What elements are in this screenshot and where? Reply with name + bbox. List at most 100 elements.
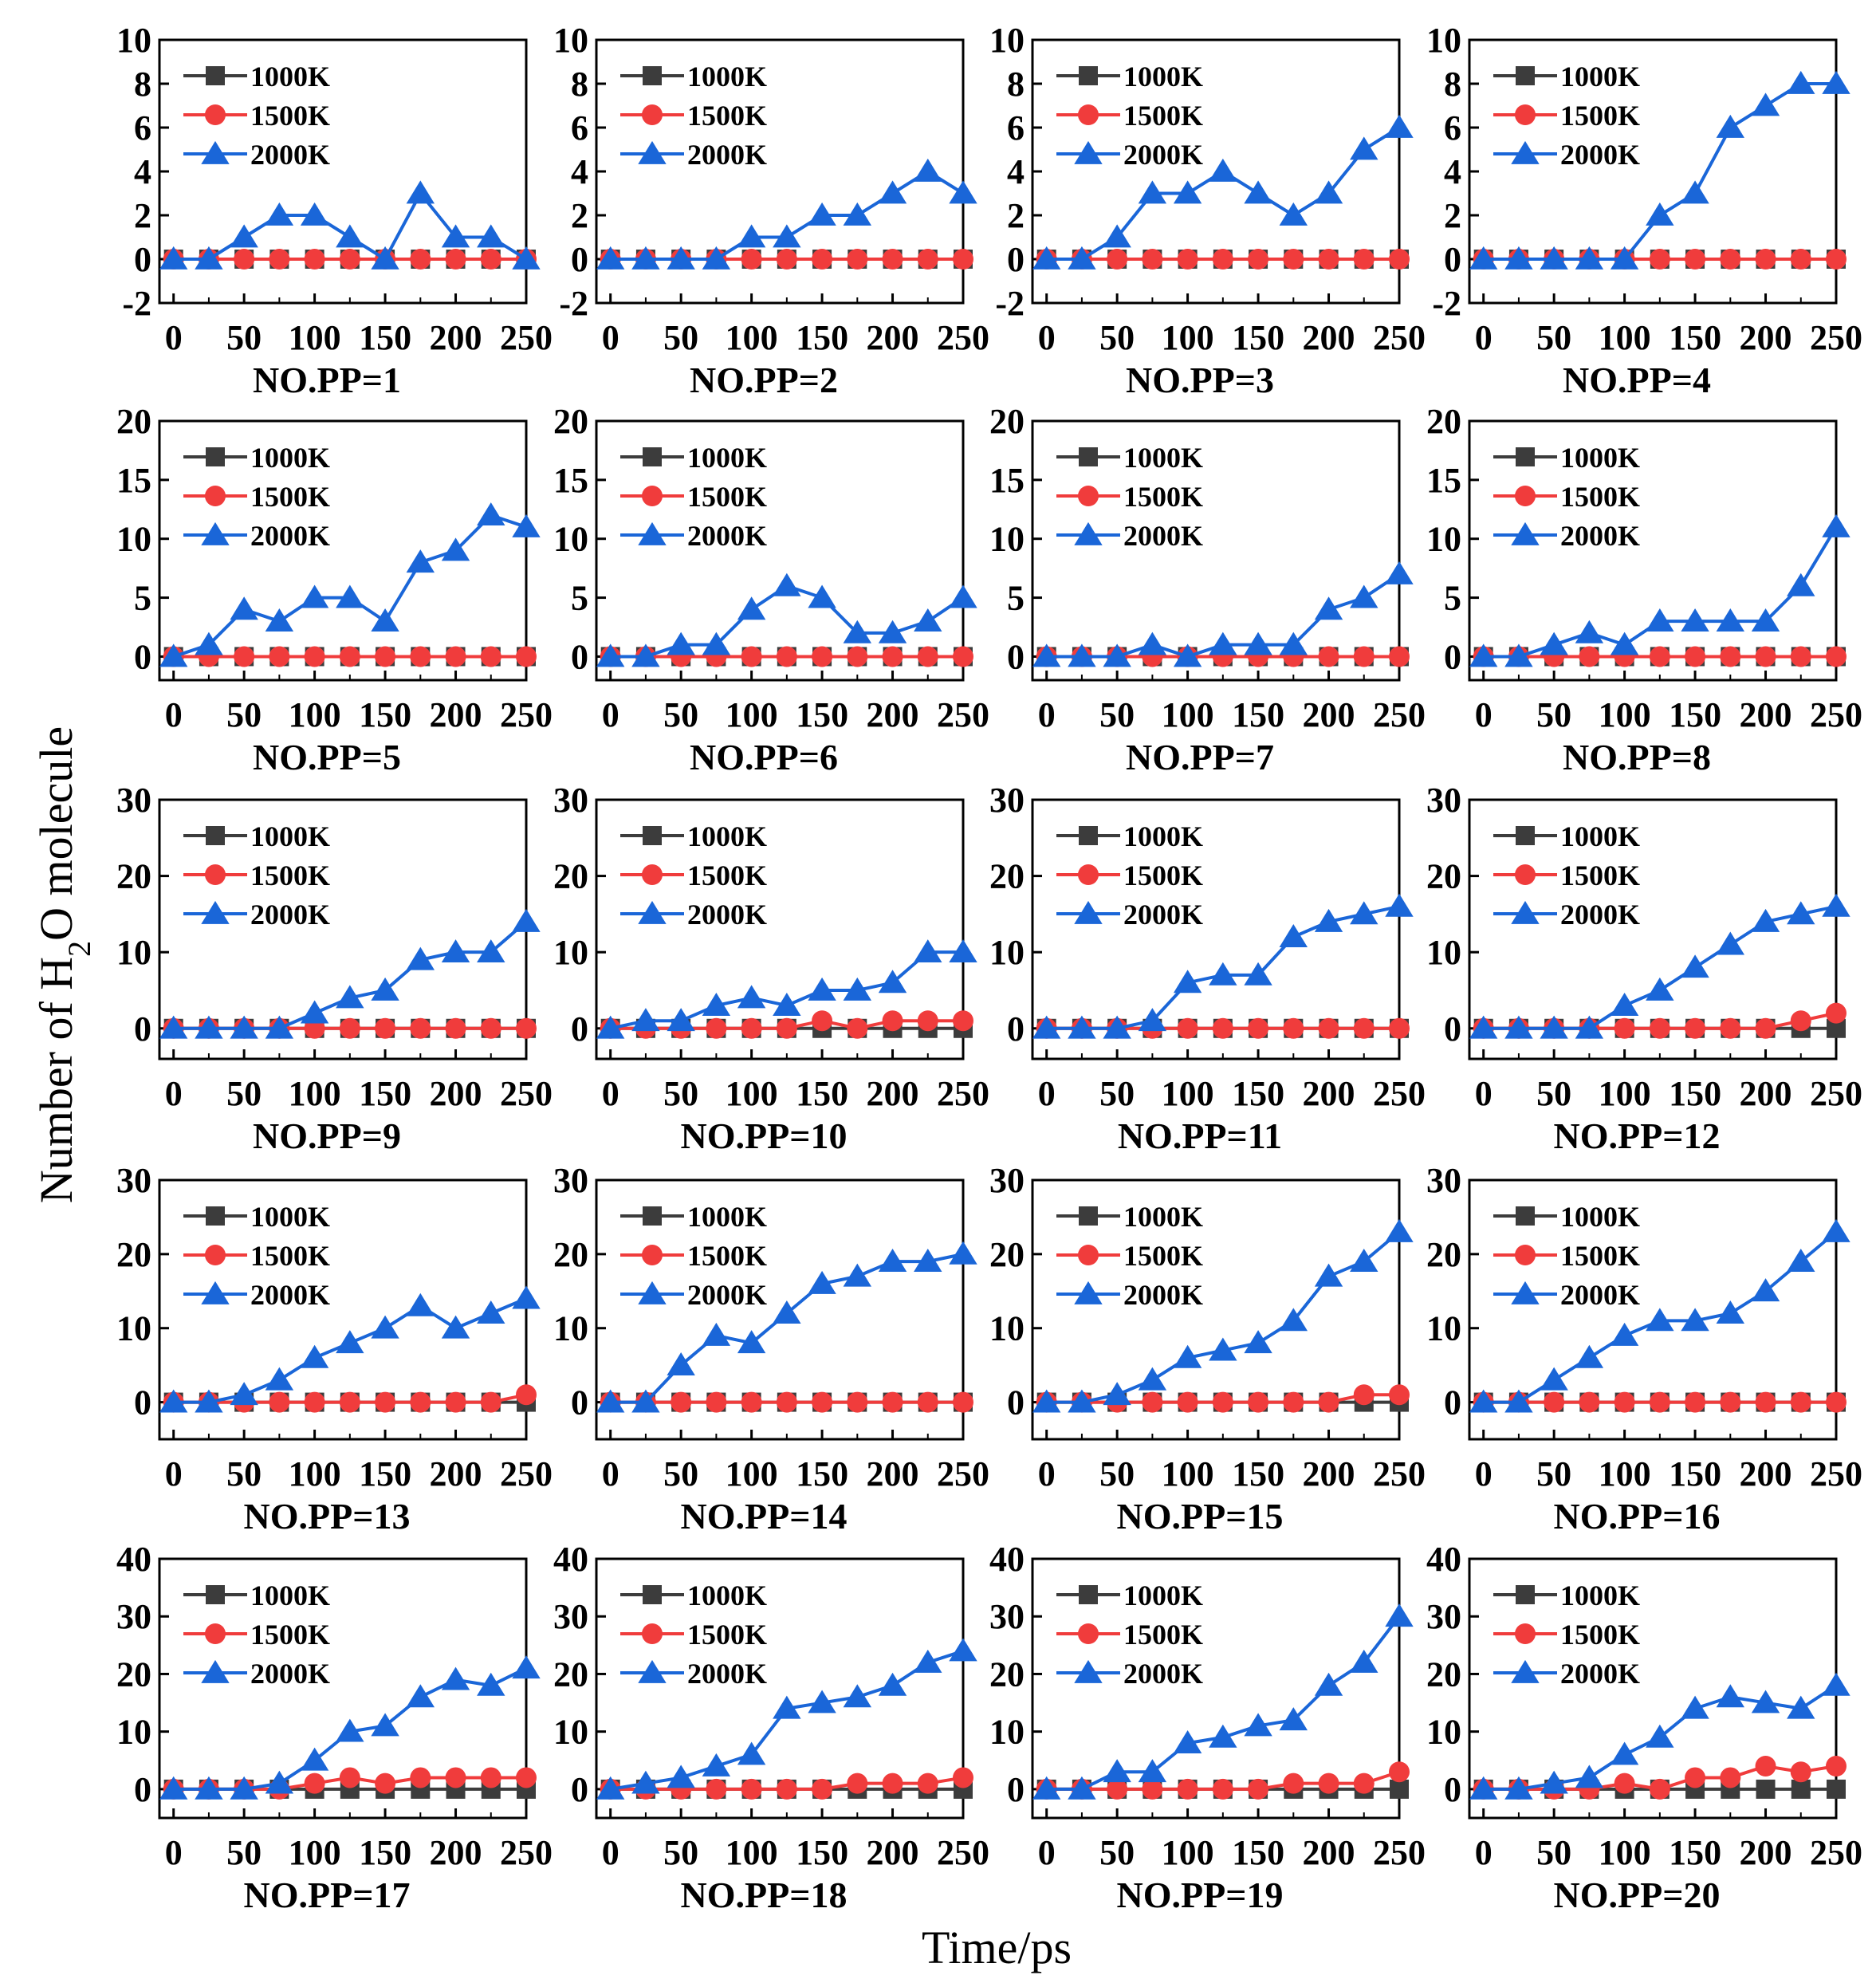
data-point-1500K <box>480 646 501 667</box>
data-point-2000K <box>1504 1389 1533 1413</box>
y-tick-label: 0 <box>1007 240 1025 279</box>
legend-marker-1500K <box>642 104 663 125</box>
data-point-1500K <box>1283 1773 1304 1794</box>
data-point-1500K <box>516 1017 537 1039</box>
data-point-2000K <box>1173 1730 1202 1753</box>
legend-label-2000K: 2000K <box>687 1279 767 1311</box>
x-tick-label: 0 <box>165 695 183 734</box>
x-tick-label: 150 <box>359 1833 411 1872</box>
data-point-2000K <box>1173 1344 1202 1368</box>
x-tick-label: 0 <box>165 1454 183 1493</box>
y-tick-label: 10 <box>989 933 1025 972</box>
legend-marker-1000K <box>643 1585 662 1604</box>
data-point-1500K <box>1579 646 1600 667</box>
x-tick-label: 100 <box>726 1454 778 1493</box>
data-point-2000K <box>843 1684 872 1708</box>
legend-marker-1500K <box>205 1623 226 1644</box>
data-point-1500K <box>410 1767 431 1788</box>
data-point-1500K <box>410 249 431 270</box>
panel-title: NO.PP=20 <box>1554 1875 1721 1915</box>
legend: 1000K 1500K 2000K <box>1056 61 1203 171</box>
data-point-2000K <box>773 224 801 248</box>
legend-label-1000K: 1000K <box>1123 1201 1203 1233</box>
legend-label-1000K: 1000K <box>250 820 330 852</box>
legend: 1000K 1500K 2000K <box>620 61 767 171</box>
legend-label-1500K: 1500K <box>1560 1240 1640 1272</box>
data-point-1500K <box>480 1767 501 1788</box>
data-point-2000K <box>265 1367 294 1391</box>
legend-label-2000K: 2000K <box>250 139 330 171</box>
data-point-1000K <box>1390 1779 1409 1799</box>
series-2000K <box>1032 114 1414 270</box>
x-tick-label: 50 <box>1536 318 1571 357</box>
panel-11: 0 10 20 30 0 50 100 150 200 250 1000K 1500K 2000K NO.… <box>989 781 1426 1156</box>
data-point-2000K <box>596 643 625 667</box>
data-point-1500K <box>1685 249 1706 270</box>
data-point-2000K <box>773 1695 801 1719</box>
data-point-2000K <box>1681 954 1709 978</box>
data-point-2000K <box>1646 1724 1674 1748</box>
legend-marker-1500K <box>1078 1623 1099 1644</box>
x-tick-label: 200 <box>867 695 919 734</box>
legend-label-2000K: 2000K <box>1123 1658 1203 1690</box>
legend: 1000K 1500K 2000K <box>1493 820 1640 931</box>
y-tick-label: 20 <box>989 1655 1025 1694</box>
x-tick-label: 0 <box>602 1074 619 1113</box>
y-tick-label: 40 <box>989 1540 1025 1579</box>
data-point-1500K <box>1720 249 1741 270</box>
y-tick-label: 30 <box>553 1161 588 1200</box>
data-point-1500K <box>1790 1010 1811 1032</box>
plot-frame <box>595 798 965 1060</box>
legend-marker-1500K <box>642 864 663 885</box>
legend-label-1000K: 1000K <box>1123 61 1203 92</box>
data-point-2000K <box>737 1741 766 1765</box>
y-tick-label: 10 <box>989 1309 1025 1348</box>
data-point-2000K <box>1314 596 1343 620</box>
data-point-2000K <box>843 202 872 226</box>
data-point-1500K <box>882 646 903 667</box>
data-point-2000K <box>300 202 329 226</box>
panel-title: NO.PP=4 <box>1563 360 1711 400</box>
x-tick-label: 50 <box>1099 1454 1135 1493</box>
x-tick-label: 50 <box>663 1454 698 1493</box>
y-tick-label: 0 <box>571 1770 588 1809</box>
data-point-1500K <box>1790 646 1811 667</box>
data-point-1500K <box>776 1778 797 1800</box>
legend-marker-1000K <box>1516 826 1535 845</box>
series-1500K <box>1473 1391 1847 1413</box>
data-point-2000K <box>1103 224 1131 248</box>
legend-label-2000K: 2000K <box>1123 1279 1203 1311</box>
legend-label-1500K: 1500K <box>1560 100 1640 132</box>
legend-label-1000K: 1000K <box>250 61 330 92</box>
data-point-2000K <box>406 1293 435 1316</box>
data-point-1500K <box>882 1773 903 1794</box>
x-tick-label: 200 <box>867 1074 919 1113</box>
legend-label-1500K: 1500K <box>1123 100 1203 132</box>
data-point-2000K <box>808 1270 836 1294</box>
panel-title: NO.PP=3 <box>1126 360 1274 400</box>
data-point-1500K <box>953 1391 973 1413</box>
y-tick-label: 10 <box>989 520 1025 559</box>
legend-marker-2000K <box>201 900 230 924</box>
x-tick-label: 200 <box>867 1833 919 1872</box>
data-point-2000K <box>702 992 731 1016</box>
panel-title: NO.PP=9 <box>253 1115 401 1156</box>
legend-label-2000K: 2000K <box>250 520 330 552</box>
data-point-2000K <box>702 632 731 655</box>
data-point-2000K <box>230 1776 258 1800</box>
y-tick-label: 6 <box>134 108 151 148</box>
data-point-2000K <box>878 620 907 643</box>
y-tick-label: 40 <box>1426 1540 1461 1579</box>
legend-label-2000K: 2000K <box>1560 520 1640 552</box>
panel-title: NO.PP=15 <box>1117 1496 1284 1536</box>
data-point-1500K <box>304 1773 325 1794</box>
data-point-2000K <box>1575 1344 1604 1368</box>
x-tick-label: 150 <box>796 1074 848 1113</box>
panel-title: NO.PP=7 <box>1126 737 1274 777</box>
data-point-2000K <box>1681 608 1709 632</box>
data-point-2000K <box>1244 180 1272 204</box>
legend-label-1500K: 1500K <box>1123 1619 1203 1651</box>
series-2000K <box>1469 1218 1850 1413</box>
data-point-2000K <box>230 596 258 620</box>
